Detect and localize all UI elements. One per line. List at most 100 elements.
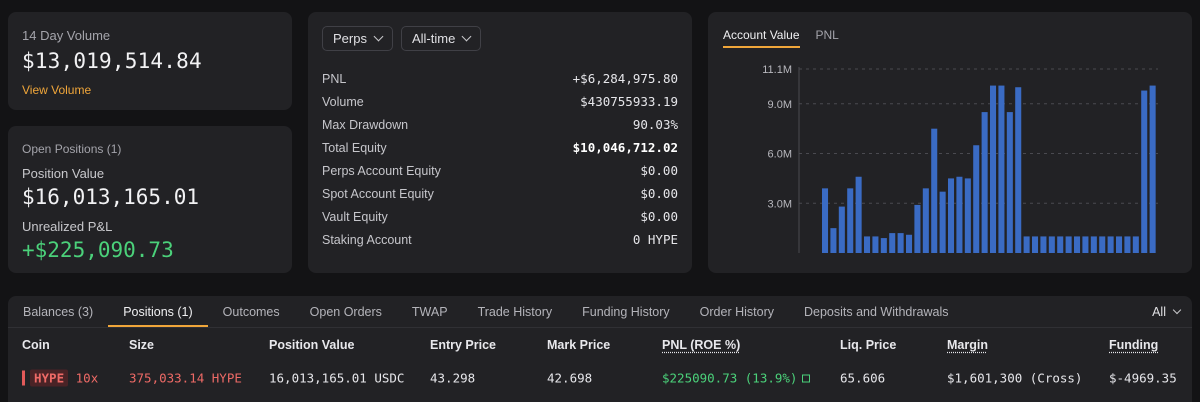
unrealized-pnl-label: Unrealized P&L [22, 219, 113, 234]
chart-bar[interactable] [1124, 236, 1131, 253]
tab-outcomes[interactable]: Outcomes [222, 305, 280, 319]
stat-row-pnl: PNL +$6,284,975.80 [322, 67, 678, 90]
col-position-value[interactable]: Position Value [269, 337, 355, 352]
tab-order-history[interactable]: Order History [699, 305, 774, 319]
col-coin[interactable]: Coin [22, 337, 50, 352]
time-range-dropdown[interactable]: All-time [400, 26, 482, 51]
table-row[interactable]: HYPE 10x 375,033.14 HYPE 16,013,165.01 U… [8, 361, 1192, 394]
leverage: 10x [75, 370, 99, 385]
col-pnl-roe[interactable]: PNL (ROE %) [662, 337, 741, 352]
open-positions-title: Open Positions (1) [22, 142, 122, 156]
stat-label: Perps Account Equity [322, 163, 441, 178]
stat-label: Volume [322, 94, 364, 109]
stat-label: Spot Account Equity [322, 186, 434, 201]
col-entry-price[interactable]: Entry Price [430, 337, 497, 352]
stat-label: Staking Account [322, 232, 412, 247]
chart-bar[interactable] [1032, 236, 1039, 253]
stat-value: $0.00 [640, 186, 678, 201]
coin-symbol: HYPE [30, 369, 69, 386]
stat-value: $430755933.19 [580, 94, 678, 109]
tab-trade-history[interactable]: Trade History [477, 305, 553, 319]
chart-bar[interactable] [948, 178, 955, 253]
tab-funding-history[interactable]: Funding History [582, 305, 670, 319]
y-tick-label: 3.0M [768, 198, 792, 210]
chart-bar[interactable] [1107, 236, 1114, 253]
pnl-cell: $225090.73 (13.9%) [662, 370, 811, 385]
chart-bar[interactable] [1015, 87, 1022, 253]
stat-label: PNL [322, 71, 347, 86]
chart-bar[interactable] [1149, 85, 1156, 254]
open-positions-card: Open Positions (1) Position Value $16,01… [8, 126, 292, 273]
chart-bar[interactable] [822, 188, 829, 253]
volume-card: 14 Day Volume $13,019,514.84 View Volume [8, 12, 292, 110]
col-size[interactable]: Size [129, 337, 155, 352]
stat-row-volume: Volume $430755933.19 [322, 90, 678, 113]
chart-bar[interactable] [1057, 236, 1064, 253]
chart-bar[interactable] [914, 204, 921, 253]
chart-bar[interactable] [1090, 236, 1097, 253]
chart-bar[interactable] [1048, 236, 1055, 253]
col-margin[interactable]: Margin [947, 337, 988, 352]
view-volume-link[interactable]: View Volume [22, 83, 92, 97]
market-type-dropdown[interactable]: Perps [322, 26, 393, 51]
chart-bar[interactable] [1116, 236, 1123, 253]
tab-pnl[interactable]: PNL [815, 28, 839, 42]
chart-bar[interactable] [922, 188, 929, 253]
chart-bar[interactable] [889, 233, 896, 253]
chart-bar[interactable] [931, 128, 938, 253]
chart-bar[interactable] [981, 112, 988, 254]
chart-bar[interactable] [1082, 236, 1089, 253]
chart-bar[interactable] [1099, 236, 1106, 253]
position-value: $16,013,165.01 [22, 185, 200, 209]
chart-bar[interactable] [906, 234, 913, 253]
chart-bar[interactable] [1132, 236, 1139, 253]
chart-bar[interactable] [864, 236, 871, 253]
stat-value: +$6,284,975.80 [572, 71, 678, 86]
chart-bar[interactable] [964, 178, 971, 253]
chart-bar[interactable] [973, 145, 980, 253]
chart-bar[interactable] [847, 188, 854, 253]
chart-bar[interactable] [838, 206, 845, 253]
stat-row-vault-equity: Vault Equity $0.00 [322, 205, 678, 228]
stat-label: Vault Equity [322, 209, 388, 224]
tab-positions[interactable]: Positions (1) [108, 296, 208, 327]
external-link-icon[interactable] [802, 374, 811, 382]
tab-twap[interactable]: TWAP [411, 305, 448, 319]
chart-bar[interactable] [1065, 236, 1072, 253]
chart-bar[interactable] [998, 85, 1005, 254]
chart-tabs: Account Value PNL [723, 28, 839, 48]
liq-price-cell: 65.606 [840, 370, 886, 385]
chart-bar[interactable] [939, 191, 946, 253]
filter-dropdown[interactable]: All [1152, 305, 1182, 319]
col-liq-price[interactable]: Liq. Price [840, 337, 897, 352]
chart-bar[interactable] [1040, 236, 1047, 253]
tab-open-orders[interactable]: Open Orders [309, 305, 382, 319]
chart-bar[interactable] [880, 238, 887, 253]
stat-row-staking: Staking Account 0 HYPE [322, 228, 678, 251]
entry-price-cell: 43.298 [430, 370, 476, 385]
coin-cell[interactable]: HYPE 10x [30, 369, 98, 386]
chart-bar[interactable] [1074, 236, 1081, 253]
chart-bar[interactable] [1141, 90, 1148, 253]
chevron-down-icon [461, 31, 472, 42]
unrealized-pnl-value: +$225,090.73 [22, 238, 174, 262]
chart-bar[interactable] [855, 176, 862, 253]
pnl-value: $225090.73 (13.9%) [662, 370, 798, 385]
stat-value: $0.00 [640, 163, 678, 178]
chart-bar[interactable] [872, 236, 879, 253]
y-tick-label: 11.1M [762, 64, 792, 76]
col-mark-price[interactable]: Mark Price [547, 337, 611, 352]
stat-value: $0.00 [640, 209, 678, 224]
col-funding[interactable]: Funding [1109, 337, 1159, 352]
chevron-down-icon [1172, 305, 1182, 315]
chart-bar[interactable] [990, 85, 997, 254]
chart-bar[interactable] [956, 176, 963, 253]
stat-row-perps-equity: Perps Account Equity $0.00 [322, 159, 678, 182]
tab-account-value[interactable]: Account Value [723, 28, 800, 48]
chart-bar[interactable] [830, 228, 837, 253]
tab-deposits-withdrawals[interactable]: Deposits and Withdrawals [804, 305, 949, 319]
tab-balances[interactable]: Balances (3) [23, 305, 94, 319]
chart-bar[interactable] [1023, 236, 1030, 253]
chart-bar[interactable] [897, 233, 904, 253]
chart-bar[interactable] [1006, 112, 1013, 254]
